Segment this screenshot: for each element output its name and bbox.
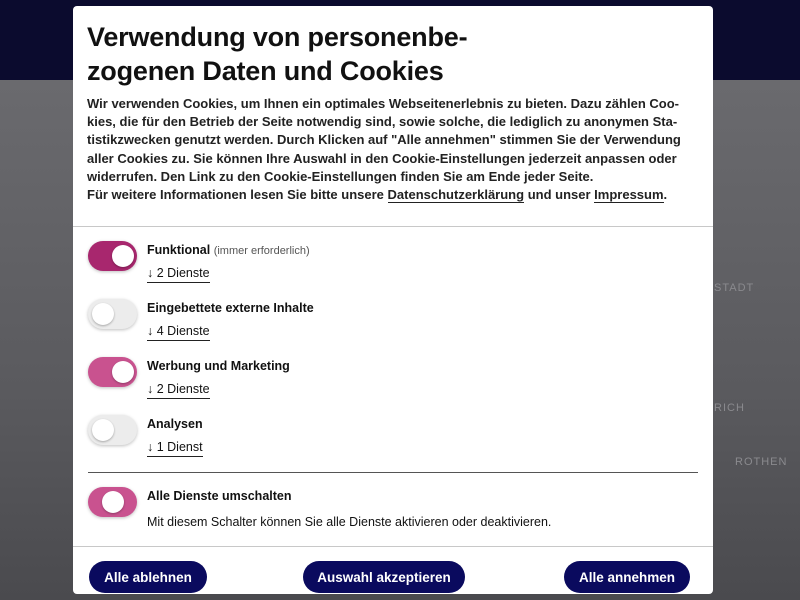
category-name: Eingebettete externe Inhalte xyxy=(147,301,314,315)
info-text: . xyxy=(663,187,668,203)
intro-line: Wir verwenden Cookies, um Ihnen ein opti… xyxy=(87,96,679,111)
info-text: Für weitere Informationen lesen Sie bitt… xyxy=(87,187,384,203)
category-name: Analysen xyxy=(147,417,203,431)
privacy-link[interactable]: Datenschutzerklärung xyxy=(387,187,525,204)
divider xyxy=(73,226,713,227)
services-link[interactable]: ↓ 2 Dienste xyxy=(147,266,210,283)
toggle-knob xyxy=(92,419,114,441)
toggle-all-label: Alle Dienste umschalten xyxy=(147,489,292,503)
services-link[interactable]: ↓ 2 Dienste xyxy=(147,382,210,399)
category-label: Funktional (immer erforderlich) xyxy=(147,243,310,257)
accept-selection-button[interactable]: Auswahl akzeptieren xyxy=(303,561,465,593)
toggle-knob xyxy=(102,491,124,513)
divider xyxy=(88,472,698,473)
category-name: Werbung und Marketing xyxy=(147,359,290,373)
intro-line: kies, die für den Betrieb der Seite notw… xyxy=(87,114,678,130)
category-label: Eingebettete externe Inhalte xyxy=(147,301,314,315)
toggle-knob xyxy=(112,245,134,267)
info-line: Für weitere Informationen lesen Sie bitt… xyxy=(87,186,681,204)
toggle-knob xyxy=(112,361,134,383)
dialog-title: Verwendung von personenbe- zogenen Daten… xyxy=(87,20,468,88)
map-label: RICH xyxy=(714,402,745,414)
category-note: (immer erforderlich) xyxy=(213,245,310,257)
cookie-dialog: Verwendung von personenbe- zogenen Daten… xyxy=(73,6,713,594)
toggle-all-description: Mit diesem Schalter können Sie alle Dien… xyxy=(147,515,552,529)
toggle-switch[interactable] xyxy=(88,241,137,271)
map-label: STADT xyxy=(714,282,755,294)
category-label: Werbung und Marketing xyxy=(147,359,290,373)
intro-line: aller Cookies zu. Sie können Ihre Auswah… xyxy=(87,150,677,166)
category-name: Funktional xyxy=(147,243,211,257)
category-label: Analysen xyxy=(147,417,203,431)
intro-line: tistikzwecken genutzt werden. Durch Klic… xyxy=(87,132,681,148)
toggle-switch[interactable] xyxy=(88,415,137,445)
divider xyxy=(73,546,713,547)
intro-line: widerrufen. Den Link zu den Cookie-Einst… xyxy=(87,168,594,184)
info-text: und unser xyxy=(527,187,591,203)
reject-all-button[interactable]: Alle ablehnen xyxy=(89,561,207,593)
title-line: Verwendung von personenbe- xyxy=(87,22,468,52)
imprint-link[interactable]: Impressum xyxy=(594,187,664,204)
accept-all-button[interactable]: Alle annehmen xyxy=(564,561,690,593)
toggle-knob xyxy=(92,303,114,325)
toggle-switch[interactable] xyxy=(88,487,137,517)
toggle-switch[interactable] xyxy=(88,299,137,329)
title-line: zogenen Daten und Cookies xyxy=(87,56,444,86)
services-link[interactable]: ↓ 4 Dienste xyxy=(147,324,210,341)
map-label: ROTHEN xyxy=(735,456,788,468)
services-link[interactable]: ↓ 1 Dienst xyxy=(147,440,203,457)
toggle-switch[interactable] xyxy=(88,357,137,387)
intro-text: Wir verwenden Cookies, um Ihnen ein opti… xyxy=(87,95,681,204)
